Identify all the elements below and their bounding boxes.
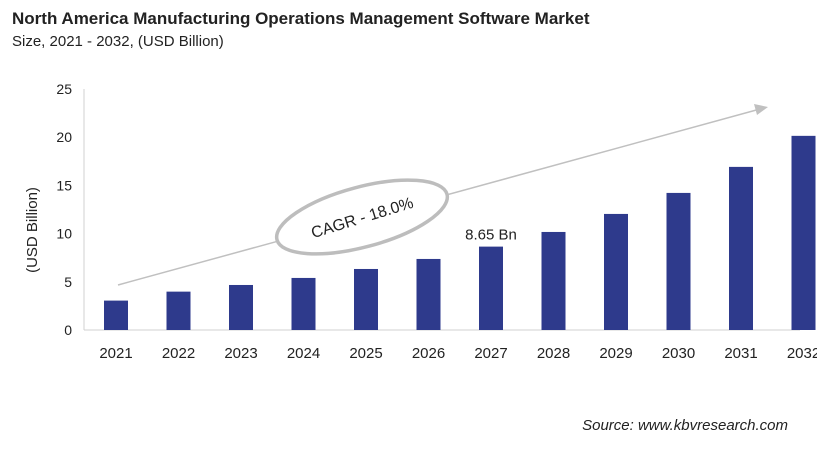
x-tick-label: 2029 <box>599 345 632 362</box>
y-tick-label: 0 <box>64 322 72 338</box>
bar-2024 <box>291 277 316 330</box>
bar-2021 <box>104 300 128 330</box>
x-tick-label: 2032 <box>787 345 817 362</box>
x-tick-label: 2028 <box>537 345 570 362</box>
data-label: 8.65 Bn <box>465 227 517 244</box>
x-tick-label: 2023 <box>224 345 257 362</box>
y-tick-label: 15 <box>56 177 72 193</box>
bar-2025 <box>354 268 378 330</box>
bar-2028 <box>541 231 566 330</box>
x-tick-label: 2025 <box>349 345 382 362</box>
cagr-ellipse <box>274 178 450 256</box>
x-tick-label: 2026 <box>412 345 445 362</box>
bar-2030 <box>666 192 691 330</box>
x-tick-label: 2031 <box>724 345 757 362</box>
chart-subtitle: Size, 2021 - 2032, (USD Billion) <box>12 33 224 50</box>
bar-2022 <box>166 291 191 330</box>
y-tick-label: 25 <box>56 81 72 97</box>
x-tick-label: 2027 <box>474 345 507 362</box>
bar-2029 <box>604 213 628 330</box>
y-tick-label: 5 <box>64 274 72 290</box>
cagr-annotation: CAGR - 18.0% <box>274 178 450 256</box>
x-tick-label: 2022 <box>162 345 195 362</box>
bar-2027 <box>479 246 503 330</box>
y-tick-label: 20 <box>56 129 72 145</box>
source-note: Source: www.kbvresearch.com <box>582 417 788 434</box>
x-tick-label: 2030 <box>662 345 695 362</box>
bar-2023 <box>229 284 253 330</box>
y-tick-label: 10 <box>56 226 72 242</box>
chart-title: North America Manufacturing Operations M… <box>12 9 590 28</box>
y-axis-label: (USD Billion) <box>24 187 41 273</box>
x-tick-label: 2024 <box>287 345 320 362</box>
bar-2032 <box>791 135 816 330</box>
bar-2026 <box>416 258 441 330</box>
bar-2031 <box>729 166 753 330</box>
x-tick-label: 2021 <box>99 345 132 362</box>
